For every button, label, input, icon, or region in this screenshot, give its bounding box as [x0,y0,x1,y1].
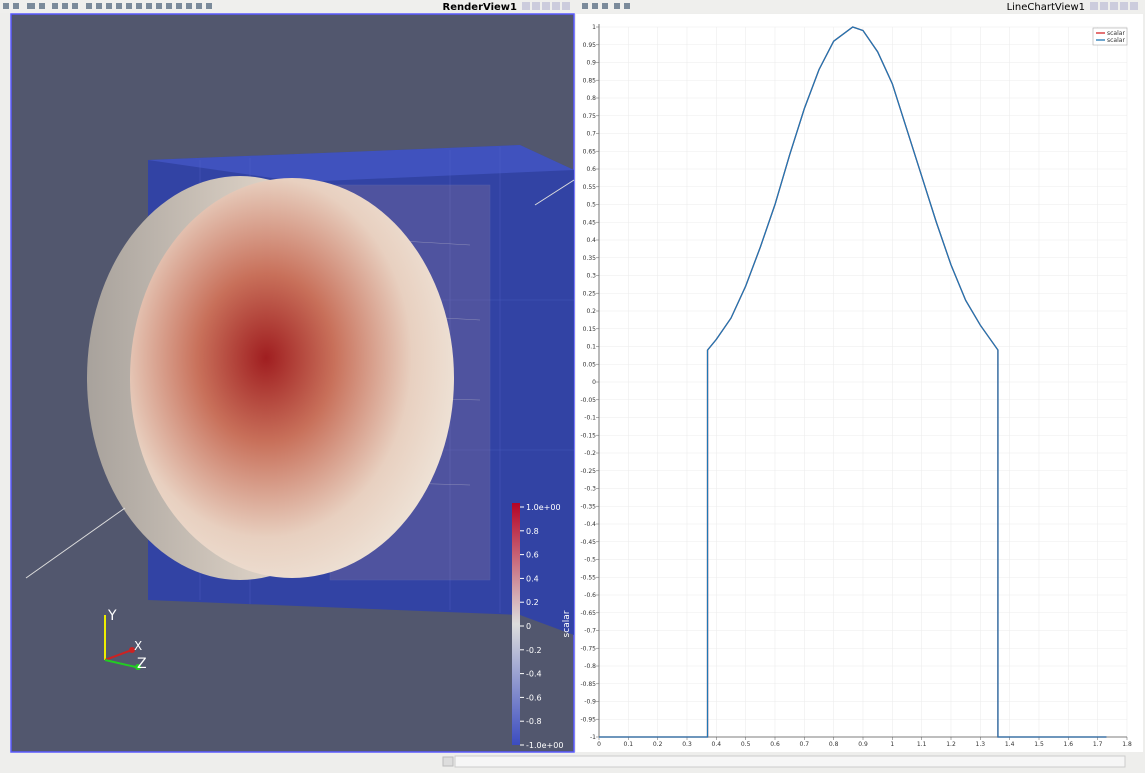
x-tick-label: 1.3 [976,741,986,748]
y-tick-label: 0.9 [586,60,596,67]
color-bar-label: 0.6 [526,551,539,560]
x-tick-label: 1.8 [1122,741,1132,748]
x-tick-label: 0.2 [653,741,663,748]
y-tick-label: 0.45 [583,219,597,226]
y-tick-label: -0.45 [580,539,596,546]
y-tick-label: 0.5 [586,202,596,209]
color-bar-label: 0 [526,622,531,631]
color-bar-label: 0.4 [526,574,539,583]
y-tick-label: 0.3 [586,273,596,280]
y-tick-label: -0.95 [580,716,596,723]
y-tick-label: -0.55 [580,574,596,581]
x-tick-label: 1.7 [1093,741,1103,748]
y-tick-label: 0.65 [583,148,597,155]
y-tick-label: -0.05 [580,397,596,404]
legend-label: scalar [1107,37,1125,44]
x-tick-label: 1 [890,741,894,748]
color-bar-title: scalar [562,610,572,637]
y-tick-label: 0.85 [583,77,597,84]
axis-label: Y [107,608,117,624]
y-tick-label: 0 [592,379,596,386]
y-tick-label: -0.1 [584,415,596,422]
y-tick-label: 0.75 [583,113,597,120]
screen: RenderView1 LineChartView1 Y X Z scalar … [0,0,1145,769]
progress-bar [455,756,1125,767]
y-tick-label: 0.55 [583,184,597,191]
x-tick-label: 0.1 [624,741,634,748]
x-tick-label: 0 [597,741,601,748]
x-tick-label: 0.9 [858,741,868,748]
y-tick-label: 0.1 [586,344,596,351]
y-tick-label: -0.9 [584,699,596,706]
y-tick-label: 0.2 [586,308,596,315]
color-bar-label: -0.6 [526,693,542,702]
x-tick-label: 1.4 [1005,741,1015,748]
y-tick-label: -0.7 [584,628,596,635]
y-tick-label: -0.8 [584,663,596,670]
color-bar-label: -0.4 [526,670,542,679]
y-tick-label: 1 [592,24,596,31]
y-tick-label: -0.15 [580,432,596,439]
y-tick-label: 0.8 [586,95,596,102]
y-tick-label: 0.6 [586,166,596,173]
y-tick-label: -0.65 [580,610,596,617]
color-bar-label: -0.2 [526,646,542,655]
y-tick-label: 0.15 [583,326,597,333]
x-tick-label: 0.3 [682,741,692,748]
color-bar-label: 0.8 [526,527,539,536]
y-tick-label: 0.25 [583,290,597,297]
color-bar [512,503,520,745]
splitter-handle[interactable] [443,757,453,766]
legend-label: scalar [1107,30,1125,37]
x-tick-label: 0.4 [712,741,722,748]
view-title: LineChartView1 [1007,2,1085,13]
y-tick-label: -0.35 [580,503,596,510]
axis-label: X [134,639,142,653]
y-tick-label: 0.35 [583,255,597,262]
y-tick-label: -0.25 [580,468,596,475]
x-tick-label: 0.8 [829,741,839,748]
x-tick-label: 1.5 [1034,741,1044,748]
y-tick-label: 0.05 [583,361,597,368]
x-tick-label: 0.6 [770,741,780,748]
app: RenderView1 LineChartView1 Y X Z scalar … [0,0,1145,769]
x-tick-label: 0.5 [741,741,751,748]
color-bar-label: 1.0e+00 [526,503,561,512]
axis-label: Z [137,656,147,672]
y-tick-label: -0.85 [580,681,596,688]
y-tick-label: 0.95 [583,42,597,49]
y-tick-label: 0.7 [586,131,596,138]
y-tick-label: -0.4 [584,521,596,528]
y-tick-label: 0.4 [586,237,596,244]
y-tick-label: -0.75 [580,645,596,652]
x-tick-label: 1.2 [946,741,956,748]
x-tick-label: 0.7 [800,741,810,748]
y-tick-label: -0.2 [584,450,596,457]
color-bar-label: -0.8 [526,717,542,726]
chart-view[interactable] [576,14,1143,752]
y-tick-label: -0.5 [584,557,596,564]
view-title: RenderView1 [443,2,517,13]
cut-face [130,178,454,578]
x-tick-label: 1.1 [917,741,927,748]
x-tick-label: 1.6 [1064,741,1074,748]
color-bar-label: -1.0e+00 [526,741,563,750]
color-bar-label: 0.2 [526,598,539,607]
y-tick-label: -0.3 [584,486,596,493]
y-tick-label: -1 [590,734,596,741]
y-tick-label: -0.6 [584,592,596,599]
